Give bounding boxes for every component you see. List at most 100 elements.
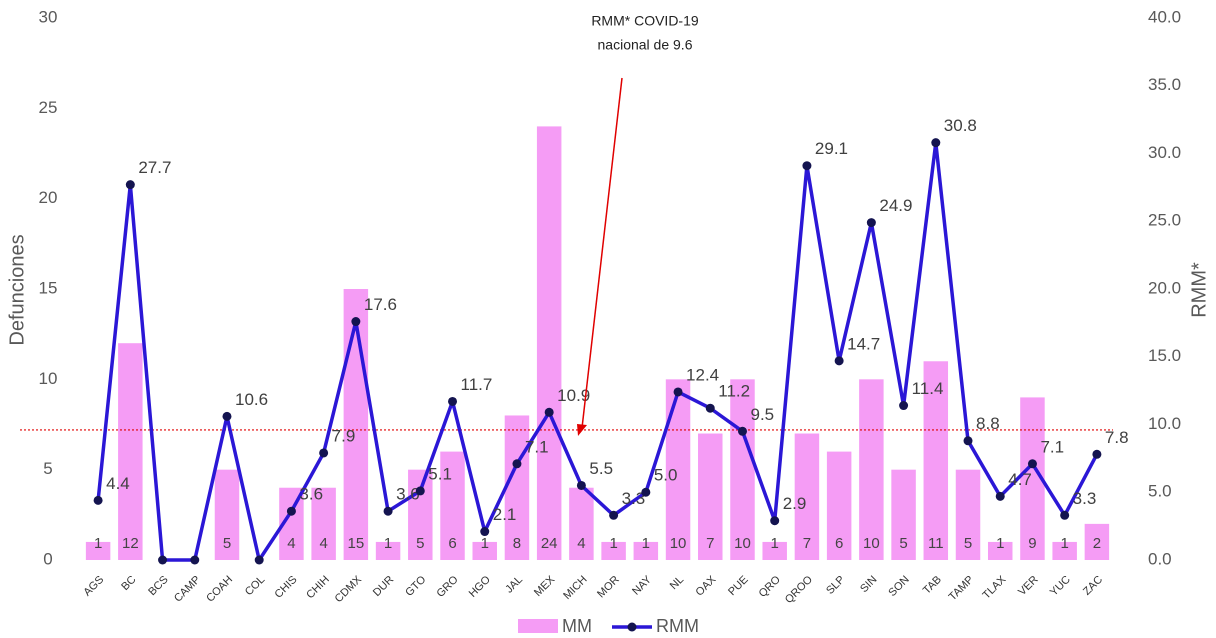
line-marker <box>576 480 586 490</box>
line-marker <box>899 401 909 411</box>
legend-swatch <box>518 619 558 633</box>
line-label: 10.9 <box>557 386 590 405</box>
bar-label: 1 <box>642 535 650 552</box>
line-label: 12.4 <box>686 365 719 384</box>
x-tick-label: COL <box>243 574 267 598</box>
x-tick-label: GRO <box>434 573 461 600</box>
line-marker <box>190 555 200 565</box>
bar-label: 1 <box>996 535 1004 552</box>
bar <box>440 451 465 560</box>
bar <box>955 469 981 560</box>
line-label: 7.9 <box>332 426 356 445</box>
y-tick-label: 25 <box>39 98 58 117</box>
bar-label: 8 <box>513 535 521 552</box>
y-tick-label: 30 <box>39 7 58 26</box>
annotation-arrowhead <box>577 424 587 436</box>
line-marker <box>1092 449 1102 459</box>
line-marker <box>351 317 361 327</box>
x-tick-label: TAMP <box>947 574 977 604</box>
x-tick-label: VER <box>1016 574 1041 599</box>
x-tick-label: ZAC <box>1081 574 1105 598</box>
x-tick-label: OAX <box>694 573 719 598</box>
line-label: 8.8 <box>976 414 1000 433</box>
y2-tick-label: 35.0 <box>1148 75 1181 94</box>
bar <box>633 541 659 560</box>
y2-tick-label: 0.0 <box>1148 549 1172 568</box>
line-label: 11.7 <box>461 375 493 394</box>
line-label: 3.6 <box>299 485 323 504</box>
x-tick-label: JAL <box>503 574 525 596</box>
line-marker <box>609 510 619 520</box>
line-label: 2.1 <box>493 505 517 524</box>
y-tick-label: 15 <box>39 278 58 297</box>
bar-label: 7 <box>803 535 811 552</box>
y2-tick-label: 5.0 <box>1148 482 1172 501</box>
bar-label: 15 <box>348 535 365 552</box>
x-tick-label: YUC <box>1048 574 1073 599</box>
line-label: 5.1 <box>428 464 452 483</box>
line-label: 5.0 <box>654 466 678 485</box>
bar-label: 1 <box>1061 535 1069 552</box>
y-tick-label: 0 <box>43 549 52 568</box>
y-tick-label: 20 <box>39 188 58 207</box>
bar <box>214 469 240 560</box>
bar-label: 7 <box>706 535 714 552</box>
x-tick-label: DUR <box>371 574 396 599</box>
bar-label: 1 <box>384 535 392 552</box>
x-tick-label: QRO <box>757 573 784 600</box>
bar-label: 4 <box>577 535 585 552</box>
line-marker <box>222 411 232 421</box>
x-tick-label: NAY <box>630 573 654 597</box>
bar-label: 10 <box>734 535 751 552</box>
line-label: 9.5 <box>750 405 774 424</box>
bar-label: 5 <box>223 535 231 552</box>
y2-tick-label: 15.0 <box>1148 346 1181 365</box>
line-marker <box>834 356 844 366</box>
line-marker <box>1060 510 1070 520</box>
line-marker <box>448 396 458 406</box>
line-label: 3.3 <box>622 489 646 508</box>
x-tick-label: TAB <box>921 574 944 597</box>
x-tick-label: CDMX <box>333 573 365 605</box>
bar <box>859 379 884 560</box>
line-marker <box>286 506 296 516</box>
line-marker <box>544 407 554 417</box>
line-marker <box>512 459 522 469</box>
legend-label: RMM <box>656 616 699 636</box>
line-label: 24.9 <box>879 196 912 215</box>
bar <box>536 126 562 561</box>
bar-label: 5 <box>416 535 424 552</box>
bar-label: 5 <box>899 535 907 552</box>
x-tick-label: MEX <box>532 573 558 599</box>
line-marker <box>480 527 490 537</box>
bar-label: 1 <box>609 535 617 552</box>
bar-label: 12 <box>122 535 139 552</box>
x-tick-label: SIN <box>858 574 879 595</box>
bar <box>891 469 916 560</box>
x-tick-label: BC <box>119 574 138 593</box>
line-marker <box>1027 459 1037 469</box>
bar-label: 10 <box>670 535 687 552</box>
y2-axis-title: RMM* <box>1188 262 1210 318</box>
x-tick-label: QROO <box>783 573 816 606</box>
line-marker <box>931 138 941 148</box>
y-axis-title: Defunciones <box>6 234 28 345</box>
y2-tick-label: 20.0 <box>1148 278 1181 297</box>
line-label: 14.7 <box>847 334 880 353</box>
x-tick-label: MICH <box>561 574 589 602</box>
line-marker <box>254 555 264 565</box>
bar-label: 1 <box>771 535 779 552</box>
y-tick-label: 5 <box>43 459 52 478</box>
line-label: 30.8 <box>944 116 977 135</box>
bar <box>472 541 497 560</box>
x-tick-label: SLP <box>824 574 847 597</box>
bar <box>1084 523 1110 560</box>
annotation: nacional de 9.6 <box>598 37 693 53</box>
bar <box>665 379 691 560</box>
y2-tick-label: 25.0 <box>1148 211 1181 230</box>
bar <box>698 433 723 560</box>
bar-label: 5 <box>964 535 972 552</box>
x-tick-label: GTO <box>403 573 429 599</box>
bar-label: 9 <box>1028 535 1036 552</box>
